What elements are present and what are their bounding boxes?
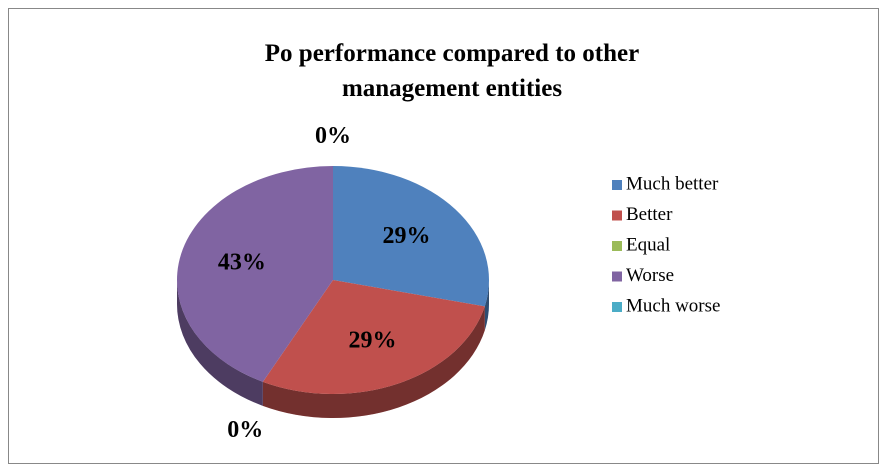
legend-label: Worse — [626, 265, 674, 286]
slice-side — [262, 306, 485, 418]
legend-swatch — [612, 271, 622, 282]
slice-side — [484, 280, 489, 331]
data-label: 43% — [218, 250, 266, 276]
chart-title: Po performance compared to other manageme… — [265, 40, 639, 102]
legend-swatch — [612, 302, 622, 312]
data-label: 29% — [348, 328, 396, 354]
slice — [262, 280, 485, 394]
title-line: Po performance compared to other — [265, 40, 639, 67]
legend-swatch — [612, 180, 622, 190]
slice-side-shade — [262, 306, 485, 418]
data-label: 29% — [382, 223, 430, 249]
legend-label: Better — [626, 204, 673, 225]
legend-swatch — [612, 210, 622, 221]
slice — [176, 166, 333, 382]
data-label: 0% — [227, 417, 263, 443]
legend-swatch — [612, 241, 622, 251]
title-line: management entities — [342, 75, 562, 102]
legend-label: Equal — [626, 234, 670, 255]
slice — [333, 166, 489, 307]
legend-label: Much better — [626, 173, 719, 194]
legend-label: Much worse — [626, 295, 720, 316]
slice-side — [177, 280, 263, 406]
slice-side-shade — [177, 280, 263, 406]
slice-side-shade — [484, 280, 489, 331]
data-label: 0% — [315, 123, 351, 149]
